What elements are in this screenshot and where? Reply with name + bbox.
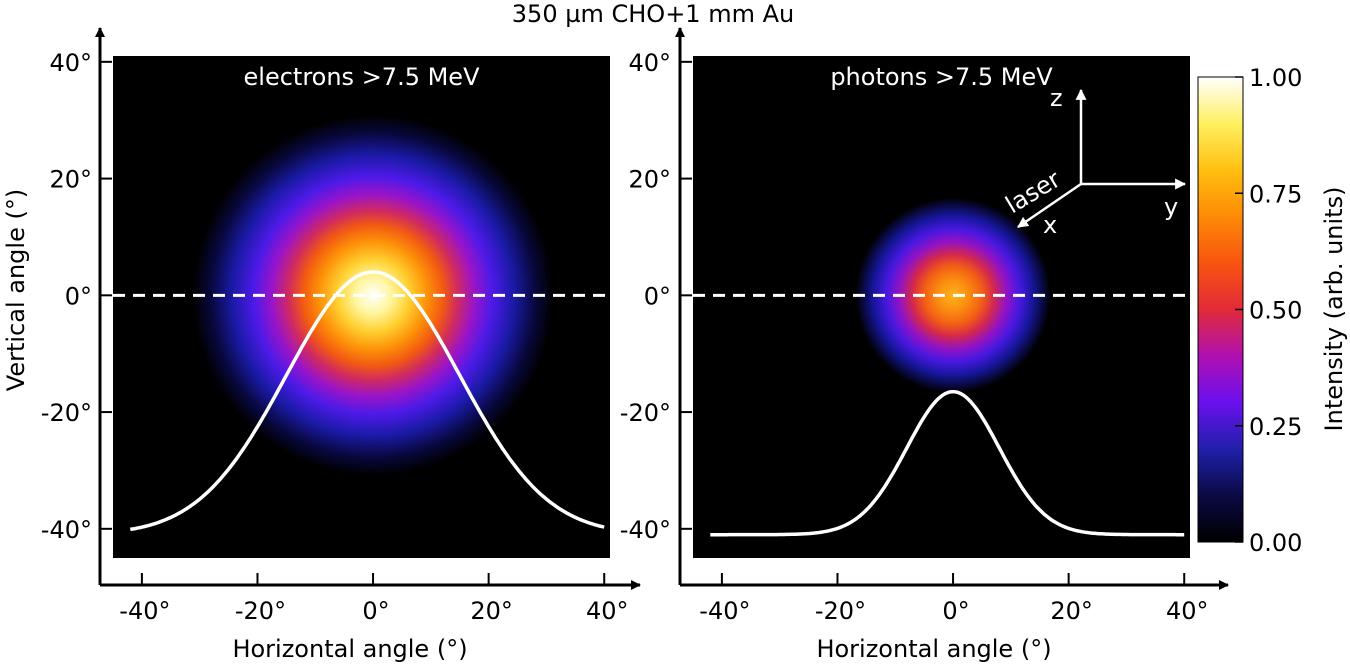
colorbar-tick-label: 0.50 — [1249, 297, 1302, 325]
x-axis-arrow — [1017, 182, 1082, 229]
colorbar-tick-label: 0.00 — [1249, 529, 1302, 557]
electrons-y-tick-label: 0° — [65, 282, 92, 310]
electrons-y-tick-label: 40° — [49, 49, 92, 77]
colorbar-label: Intensity (arb. units) — [1320, 187, 1348, 432]
photons-x-tick-label: 40° — [1166, 597, 1209, 625]
colorbar: 0.00 0.25 0.50 0.75 1.00 Intensity (arb. uni… — [1197, 64, 1348, 557]
electrons-y-tick-label: -40° — [41, 516, 92, 544]
figure-title: 350 µm CHO+1 mm Au — [512, 0, 794, 28]
photons-x-tick-label: -20° — [815, 597, 866, 625]
photons-panel: photons >7.5 MeV -40° -20° 0° 20° 40° -40° -20°… — [620, 27, 1229, 663]
photons-panel-label: photons >7.5 MeV — [830, 63, 1053, 91]
y-axis-label: y — [1164, 193, 1178, 221]
electrons-panel-label: electrons >7.5 MeV — [244, 63, 481, 91]
electrons-y-tick-label: 20° — [49, 166, 92, 194]
photons-y-tick-label: -20° — [620, 399, 671, 427]
photons-x-tick-label: 20° — [1050, 597, 1093, 625]
colorbar-tick-label: 0.75 — [1249, 180, 1302, 208]
photons-x-axis-title: Horizontal angle (°) — [816, 635, 1051, 663]
electrons-x-tick-label: 0° — [362, 597, 389, 625]
z-axis-label: z — [1050, 84, 1063, 112]
electrons-x-tick-label: -40° — [119, 597, 170, 625]
electrons-y-tick-label: -20° — [41, 399, 92, 427]
photons-x-tick-label: 0° — [942, 597, 969, 625]
electrons-x-tick-label: 40° — [586, 597, 629, 625]
x-axis-label: x — [1043, 211, 1057, 239]
photons-profile-line — [710, 389, 1185, 537]
photons-y-tick-label: 40° — [628, 49, 671, 77]
colorbar-tick-label: 1.00 — [1249, 64, 1302, 92]
electrons-y-axis-title: Vertical angle (°) — [2, 189, 30, 391]
electrons-x-tick-label: 20° — [470, 597, 513, 625]
photons-y-tick-label: -40° — [620, 516, 671, 544]
photons-y-tick-label: 20° — [628, 166, 671, 194]
photons-x-tick-label: -40° — [699, 597, 750, 625]
colorbar-ticks: 0.00 0.25 0.50 0.75 1.00 — [1235, 64, 1302, 557]
photons-y-tick-label: 0° — [644, 282, 671, 310]
electrons-panel: electrons >7.5 MeV -40° -20° 0° 20° 40° -40° -2… — [2, 27, 641, 663]
electrons-x-tick-label: -20° — [235, 597, 286, 625]
colorbar-tick-label: 0.25 — [1249, 413, 1302, 441]
electrons-profile-line — [130, 270, 605, 532]
electrons-x-axis-title: Horizontal angle (°) — [232, 635, 467, 663]
